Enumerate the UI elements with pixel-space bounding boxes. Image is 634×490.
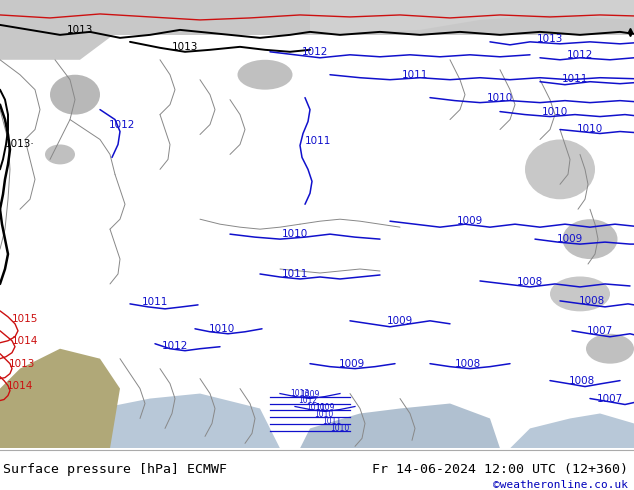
Text: 1009: 1009: [557, 234, 583, 244]
Text: 1008: 1008: [517, 277, 543, 287]
Ellipse shape: [586, 334, 634, 364]
Text: 1012: 1012: [567, 50, 593, 60]
Text: 1007: 1007: [597, 393, 623, 404]
Text: 1008: 1008: [455, 359, 481, 368]
Text: 1013: 1013: [67, 25, 93, 35]
Text: 1010: 1010: [487, 93, 513, 102]
Ellipse shape: [525, 140, 595, 199]
Polygon shape: [300, 404, 500, 448]
Text: 1012: 1012: [302, 47, 328, 57]
Ellipse shape: [238, 60, 292, 90]
Text: 1012: 1012: [299, 396, 318, 405]
Text: 1011: 1011: [305, 137, 331, 147]
Text: 1010: 1010: [542, 107, 568, 117]
Text: 1009: 1009: [457, 216, 483, 226]
Text: 1011: 1011: [281, 269, 308, 279]
Text: 1009: 1009: [315, 403, 335, 412]
FancyBboxPatch shape: [0, 0, 634, 35]
Text: ©weatheronline.co.uk: ©weatheronline.co.uk: [493, 480, 628, 490]
Text: 1008: 1008: [569, 376, 595, 386]
Text: 1011: 1011: [562, 74, 588, 84]
Polygon shape: [80, 393, 280, 448]
Text: 1014: 1014: [7, 381, 33, 391]
Ellipse shape: [45, 145, 75, 164]
Polygon shape: [310, 0, 634, 35]
Text: 1011: 1011: [306, 403, 326, 412]
Text: 1010: 1010: [314, 410, 333, 419]
Polygon shape: [510, 414, 634, 448]
Text: 1011: 1011: [323, 417, 342, 426]
Text: Fr 14-06-2024 12:00 UTC (12+360): Fr 14-06-2024 12:00 UTC (12+360): [372, 463, 628, 476]
Text: 1010: 1010: [330, 424, 349, 433]
Ellipse shape: [550, 276, 610, 311]
Ellipse shape: [50, 75, 100, 115]
Text: 1009: 1009: [301, 390, 320, 399]
Text: 1013: 1013: [537, 34, 563, 44]
Text: 1014: 1014: [12, 336, 38, 346]
Text: 1009: 1009: [387, 316, 413, 326]
Text: 1007: 1007: [587, 326, 613, 336]
Text: 1011: 1011: [142, 297, 168, 307]
Text: 1013: 1013: [290, 389, 309, 398]
Text: 1013: 1013: [172, 42, 198, 52]
Text: 1010: 1010: [577, 123, 603, 134]
Ellipse shape: [562, 219, 618, 259]
Polygon shape: [0, 0, 160, 60]
Polygon shape: [0, 349, 120, 448]
Text: 1013·: 1013·: [5, 140, 35, 149]
Text: 1012: 1012: [109, 120, 135, 129]
Text: 1012: 1012: [162, 341, 188, 351]
Text: 1010: 1010: [209, 324, 235, 334]
Text: 1010: 1010: [282, 229, 308, 239]
Text: Surface pressure [hPa] ECMWF: Surface pressure [hPa] ECMWF: [3, 463, 227, 476]
Text: 1013: 1013: [9, 359, 36, 368]
Text: 1011: 1011: [402, 70, 428, 80]
Text: 1008: 1008: [579, 296, 605, 306]
Text: 1015: 1015: [12, 314, 38, 324]
Text: 1009: 1009: [339, 359, 365, 368]
